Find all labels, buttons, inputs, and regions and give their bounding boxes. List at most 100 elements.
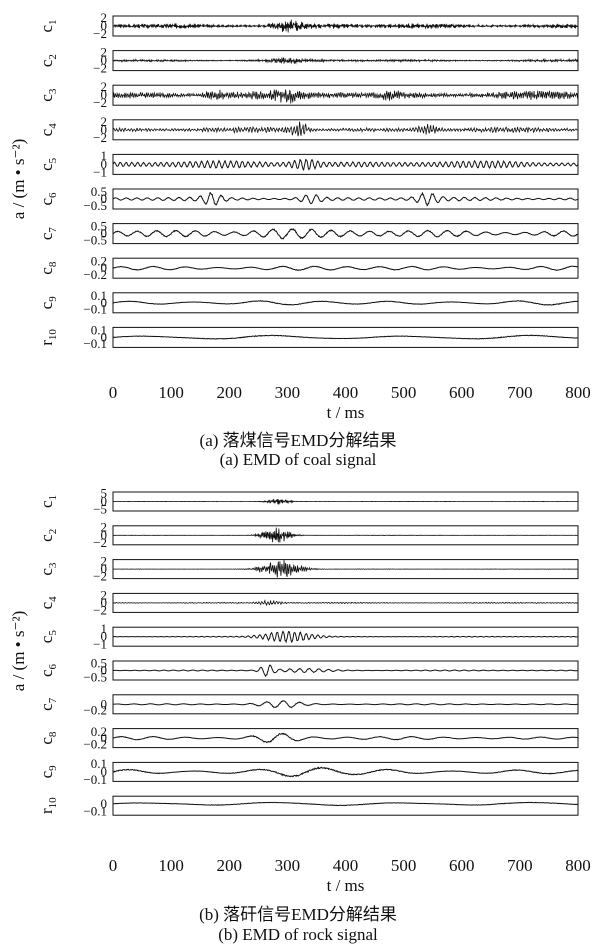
y-tick-label: 0 [101,53,108,68]
series-label-c7: c7 [37,697,59,711]
subplot-frame [112,326,579,348]
waveform-c5 [112,630,579,644]
y-tick-label: 0 [101,595,108,610]
waveform-r10 [112,334,579,340]
y-tick-label: 0.1 [91,323,107,338]
y-tick-label: −2 [93,569,107,584]
y-tick-label: 0 [101,764,108,779]
series-label-c7: c7 [37,227,59,241]
subplot-c7: 0.50−0.5 c7 [37,218,579,248]
x-tick-label: 800 [565,856,591,875]
y-tick-label: −2 [93,26,107,41]
waveform-c3 [112,560,579,578]
subplot-c6: 0.50−0.5 c6 [37,656,579,684]
series-label-r10: r10 [37,797,59,814]
waveform-c2 [112,527,579,543]
x-tick-label: 800 [565,383,591,402]
x-tick-label: 700 [507,856,533,875]
series-label-c1: c1 [37,495,59,508]
subplot-frame [112,761,579,782]
x-axis: 0 100 200 300 400 500 600 700 800 t / ms [109,856,591,895]
waveform-c8 [112,732,579,744]
waveform-c2 [112,57,579,65]
y-tick-label: −2 [93,130,107,145]
subplot-c2: 20−2 c2 [37,45,579,76]
x-tick-label: 500 [391,856,417,875]
subplot-frame [112,795,579,816]
y-tick-label: 0 [101,629,108,644]
caption-a-en: (a) EMD of coal signal [219,450,377,469]
y-tick-label: 0.1 [91,756,107,771]
x-tick-label: 200 [217,383,243,402]
series-label-c1: c1 [37,19,59,32]
waveform-c4 [112,121,579,137]
y-tick-label: −0.5 [83,233,107,248]
x-tick-label: 700 [507,383,533,402]
y-tick-label: 0.1 [91,288,107,303]
subplot-c3: 20−2 c3 [37,554,579,584]
x-axis-label: t / ms [327,403,365,422]
y-tick-label: 0 [101,329,108,344]
y-tick-label: −0.1 [83,336,107,351]
series-label-c4: c4 [37,596,59,610]
x-tick-label: 100 [158,856,184,875]
x-tick-label: 400 [333,383,359,402]
y-tick-label: 1 [101,621,108,636]
y-tick-label: 2 [101,520,108,535]
x-tick-label: 600 [449,383,475,402]
y-tick-label: 0 [101,796,108,811]
y-tick-label: 0.5 [91,184,107,199]
series-label-c2: c2 [37,54,59,67]
subplot-c8: 0.20−0.2 c8 [37,254,579,282]
y-tick-label: 0.2 [91,724,107,739]
subplot-c4: 20−2 c4 [37,114,579,145]
caption-b-cn: (b) 落矸信号EMD分解结果 [199,905,397,924]
series-label-c2: c2 [37,529,59,542]
waveform-c6 [112,191,579,207]
subplot-frame [112,525,579,546]
series-label-r10: r10 [37,329,59,346]
waveform-c5 [112,158,579,171]
y-tick-label: −0.2 [83,267,107,282]
subplot-c9: 0.10−0.1 c9 [37,288,579,316]
y-tick-label: −5 [93,501,107,516]
subplot-r10: 0.10−0.1 r10 [37,323,579,351]
y-tick-label: −0.2 [83,703,107,718]
x-tick-label: 600 [449,856,475,875]
x-axis-label: t / ms [327,876,365,895]
y-tick-label: 0 [101,260,108,275]
subplot-c3: 20−2 c3 [37,79,579,110]
y-tick-label: −2 [93,603,107,618]
y-tick-label: −0.1 [83,772,107,787]
series-label-c5: c5 [37,630,59,644]
x-tick-label: 500 [391,383,417,402]
panel-coal: 20−2c120−2c220−2c320−2c410−1c50.50−0.5c6… [9,10,591,422]
subplot-c2: 20−2 c2 [37,520,579,550]
y-tick-label: 2 [101,554,108,569]
y-tick-label: 0 [101,527,108,542]
y-tick-label: 0 [101,696,108,711]
subplot-c4: 20−2 c4 [37,587,579,618]
subplot-c9: 0.10−0.1 c9 [37,756,579,787]
series-label-c9: c9 [37,296,59,310]
y-tick-label: 0.5 [91,656,107,671]
subplot-c5: 10−1 c5 [37,621,579,652]
y-tick-label: 0.5 [91,218,107,233]
subplot-frame [112,188,579,210]
y-tick-label: −2 [93,95,107,110]
y-tick-label: 0 [101,663,108,678]
series-label-c5: c5 [37,157,59,171]
x-tick-label: 100 [158,383,184,402]
y-tick-label: 2 [101,10,108,25]
series-label-c3: c3 [37,88,59,102]
caption-a-cn: (a) 落煤信号EMD分解结果 [199,431,397,450]
waveform-c9 [112,300,579,306]
series-label-c8: c8 [37,261,59,275]
y-tick-label: 0.2 [91,254,107,269]
caption-b-en: (b) EMD of rock signal [218,925,378,944]
y-tick-label: 0 [101,561,108,576]
waveform-c7 [112,700,579,709]
x-axis: 0 100 200 300 400 500 600 700 800 t / ms [109,383,591,422]
waveform-c8 [112,265,579,271]
subplot-c8: 0.20−0.2 c8 [37,724,579,751]
